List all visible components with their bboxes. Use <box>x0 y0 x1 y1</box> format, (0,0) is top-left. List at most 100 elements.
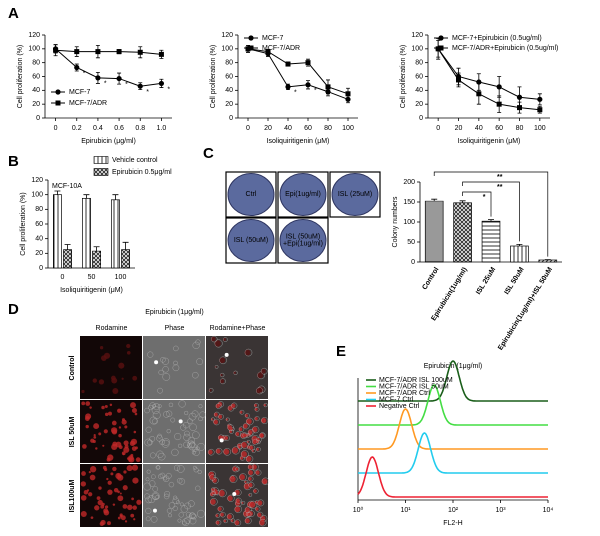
cell <box>110 427 118 434</box>
y-tick-label: 0 <box>419 115 423 122</box>
legend-label: MCF-7/ADR Ctrl <box>379 390 430 397</box>
cell <box>135 457 141 463</box>
cell <box>255 388 262 394</box>
plate-label: ISL (50uM) <box>286 233 320 240</box>
cell <box>131 446 137 452</box>
cell <box>209 475 214 480</box>
cell <box>219 357 226 364</box>
bar <box>52 194 62 269</box>
cell-outline <box>215 513 221 518</box>
legend-swatch <box>93 156 109 164</box>
cell <box>223 448 230 455</box>
cell <box>130 402 136 409</box>
cell <box>234 506 241 513</box>
cell-outline <box>146 469 151 474</box>
cell <box>226 514 232 520</box>
cell-outline <box>187 418 193 424</box>
cell-outline <box>163 411 170 418</box>
cell-outline <box>158 369 164 376</box>
cell-outline <box>246 512 252 517</box>
cell-outline <box>180 424 187 431</box>
y-axis-label: Colony numbers <box>392 196 399 247</box>
y-tick-label: 80 <box>225 60 233 67</box>
marker <box>438 35 444 41</box>
cell <box>247 464 253 470</box>
cell <box>113 487 119 493</box>
error-bar <box>516 244 523 246</box>
y-axis-label: Cell proliferation (%) <box>17 45 24 108</box>
x-tick-label: 10³ <box>495 507 506 514</box>
cell <box>112 387 119 394</box>
cell-outline <box>163 493 170 500</box>
x-tick-label: 60 <box>304 125 312 132</box>
x-tick-label: Epirubicin(1ug/ml)+ISL 50uM <box>497 266 554 351</box>
cell-outline <box>257 499 265 507</box>
cell <box>98 486 102 490</box>
y-tick-label: 50 <box>407 239 415 246</box>
marker <box>438 45 444 51</box>
cell-outline <box>208 388 214 393</box>
x-tick-label: 10⁴ <box>543 507 554 514</box>
cell <box>251 464 257 470</box>
cell-outline <box>239 473 247 481</box>
cell <box>104 505 109 509</box>
cell <box>220 512 224 517</box>
cell <box>249 501 256 508</box>
cell <box>253 489 257 493</box>
cell <box>80 495 87 501</box>
cell <box>235 498 240 503</box>
cell-outline <box>256 447 261 452</box>
cell-outline <box>235 466 241 472</box>
cell <box>85 413 92 420</box>
y-tick-label: 120 <box>221 32 233 39</box>
annotation: MCF-10A <box>52 183 82 190</box>
x-tick-label: 1.0 <box>157 125 167 132</box>
y-axis-label: Cell proliferation (%) <box>20 192 27 255</box>
column-header: Phase <box>165 325 185 332</box>
cell <box>80 481 86 487</box>
cell-outline <box>152 493 159 500</box>
error-bar <box>431 198 438 202</box>
cell <box>119 492 122 495</box>
x-tick-label: 100 <box>534 125 546 132</box>
bar <box>538 259 558 263</box>
bar <box>424 200 444 263</box>
cell <box>81 471 86 476</box>
cell-outline <box>158 473 164 480</box>
cell <box>88 470 91 474</box>
marker <box>476 91 482 97</box>
cell <box>98 432 102 436</box>
cell-outline <box>238 426 245 432</box>
cell-outline <box>196 509 205 518</box>
cell-outline <box>173 345 179 352</box>
cell-outline <box>226 513 234 521</box>
cell-outline <box>152 411 161 420</box>
colony-plate <box>227 173 275 216</box>
cell <box>110 472 114 476</box>
cell-outline <box>145 426 152 433</box>
y-tick-label: 100 <box>221 46 233 53</box>
line <box>247 48 349 95</box>
cell-outline <box>197 469 202 475</box>
y-tick-label: 60 <box>225 73 233 80</box>
x-axis-label: Isoliquiritigenin (μM) <box>267 138 330 145</box>
cell-outline <box>166 429 171 434</box>
cell <box>253 403 257 407</box>
marker <box>137 49 143 55</box>
x-tick-label: 20 <box>264 125 272 132</box>
cell <box>238 427 243 432</box>
cell <box>104 404 108 408</box>
cell <box>99 346 104 350</box>
cell-outline <box>220 372 225 378</box>
legend-label: MCF-7/ADR <box>69 100 107 107</box>
marker <box>305 82 311 88</box>
significance: * <box>294 90 297 97</box>
x-axis-label: FL2-H <box>443 520 462 527</box>
line <box>247 48 349 100</box>
bar <box>63 249 72 269</box>
cell <box>117 474 124 481</box>
cell <box>239 456 244 460</box>
cell-outline <box>189 517 197 525</box>
cell <box>89 474 96 481</box>
x-tick-label: 100 <box>342 125 354 132</box>
